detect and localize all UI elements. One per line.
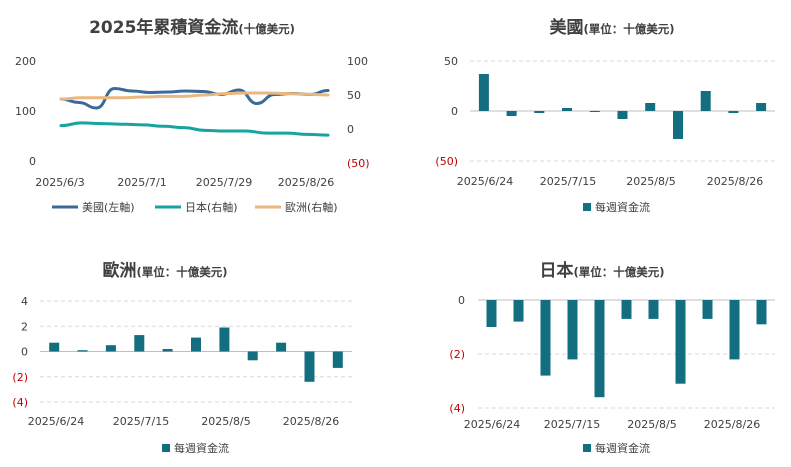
chart-title: 歐洲 xyxy=(102,260,136,281)
x-tick-label: 2025/8/26 xyxy=(278,176,334,189)
bar xyxy=(77,350,88,352)
bar xyxy=(486,300,497,327)
y-tick-label: (50) xyxy=(435,155,458,168)
chart-subtitle: (十億美元) xyxy=(238,22,295,36)
bar xyxy=(700,91,711,111)
svg-text:2025年累積資金流(十億美元): 2025年累積資金流(十億美元) xyxy=(89,17,295,38)
bar xyxy=(332,351,343,368)
chart-title: 2025年累積資金流 xyxy=(89,17,238,38)
y-tick-label: (4) xyxy=(449,402,465,415)
legend-label: 每週資金流 xyxy=(595,200,650,214)
x-tick-label: 2025/8/26 xyxy=(707,175,763,188)
chart-subtitle: (單位：十億美元) xyxy=(136,265,227,279)
bar xyxy=(567,300,578,360)
bar xyxy=(589,111,600,112)
x-tick-label: 2025/8/5 xyxy=(201,415,250,428)
x-tick-label: 2025/7/15 xyxy=(540,175,596,188)
x-tick-label: 2025/6/24 xyxy=(28,415,84,428)
y-tick-label: 50 xyxy=(444,55,458,68)
legend-label: 日本(右軸) xyxy=(185,200,238,214)
bar xyxy=(162,349,173,352)
legend-label: 美國(左軸) xyxy=(82,200,135,214)
series-line xyxy=(59,121,330,137)
bar xyxy=(562,108,572,111)
legend-label: 每週資金流 xyxy=(174,441,229,455)
x-tick-label: 2025/6/3 xyxy=(35,176,84,189)
bar xyxy=(756,300,767,325)
bar xyxy=(648,300,659,319)
y-tick-label: (4) xyxy=(12,396,28,409)
legend-label: 歐洲(右軸) xyxy=(285,200,338,214)
us-weekly-flow-chart: 美國(單位：十億美元) 50 0 (50) 2025/6/24 2025/7/15 202… xyxy=(435,17,775,214)
japan-weekly-flow-chart: 日本(單位：十億美元) 0 (2) (4) 2025/6/24 2025/7/15 202… xyxy=(449,260,775,455)
legend-swatch xyxy=(583,203,591,211)
y-left-tick-label: 200 xyxy=(15,55,36,68)
bar xyxy=(219,327,230,352)
x-tick-label: 2025/7/15 xyxy=(113,415,169,428)
svg-text:歐洲(單位：十億美元): 歐洲(單位：十億美元) xyxy=(102,260,227,281)
bar xyxy=(756,103,767,111)
x-tick-label: 2025/6/24 xyxy=(464,418,520,431)
y-tick-label: 0 xyxy=(458,294,465,307)
x-tick-label: 2025/7/1 xyxy=(117,176,166,189)
bar xyxy=(304,351,315,382)
bar xyxy=(191,337,201,352)
bar xyxy=(729,300,740,360)
y-tick-label: 2 xyxy=(21,320,28,333)
europe-weekly-flow-chart: 歐洲(單位：十億美元) 4 2 0 (2) (4)2025/6/24 2025/7/15 2… xyxy=(12,260,352,455)
y-tick-label: 0 xyxy=(451,105,458,118)
bar xyxy=(134,335,145,352)
bar xyxy=(594,300,605,398)
bar xyxy=(617,111,628,119)
bar xyxy=(49,342,60,352)
bar xyxy=(621,300,632,319)
y-left-tick-label: 100 xyxy=(15,105,36,118)
legend-label: 每週資金流 xyxy=(595,441,650,455)
svg-text:美國(單位：十億美元): 美國(單位：十億美元) xyxy=(549,17,674,38)
x-tick-label: 2025/6/24 xyxy=(457,175,513,188)
y-tick-label: 0 xyxy=(21,346,28,359)
bar xyxy=(513,300,524,322)
y-right-tick-label: 100 xyxy=(347,55,368,68)
bar xyxy=(540,300,551,376)
x-tick-label: 2025/7/15 xyxy=(544,418,600,431)
bar xyxy=(673,111,683,139)
bar xyxy=(675,300,686,384)
cumulative-flow-chart: 2025年累積資金流(十億美元) 200 100 0 100 50 0 (50) 2025/6… xyxy=(15,17,370,214)
svg-text:日本(單位：十億美元): 日本(單位：十億美元) xyxy=(539,260,664,281)
y-tick-label: 4 xyxy=(21,295,28,308)
chart-subtitle: (單位：十億美元) xyxy=(573,265,664,279)
bar xyxy=(728,111,739,113)
bar xyxy=(247,351,258,361)
bar xyxy=(276,342,287,352)
bar xyxy=(702,300,713,319)
chart-title: 美國 xyxy=(549,17,583,38)
bar xyxy=(105,345,116,352)
legend-swatch xyxy=(583,444,591,452)
bar xyxy=(534,111,545,113)
y-right-tick-label: 50 xyxy=(347,89,361,102)
y-tick-label: (2) xyxy=(12,371,28,384)
x-tick-label: 2025/8/26 xyxy=(704,418,760,431)
y-left-tick-label: 0 xyxy=(29,155,36,168)
y-right-tick-label: (50) xyxy=(347,157,370,170)
chart-title: 日本 xyxy=(539,260,573,281)
x-tick-label: 2025/8/5 xyxy=(626,175,675,188)
series-line xyxy=(59,91,330,101)
y-tick-label: (2) xyxy=(449,348,465,361)
x-tick-label: 2025/7/29 xyxy=(196,176,252,189)
bar xyxy=(478,74,489,111)
bar xyxy=(506,111,517,116)
legend-swatch xyxy=(162,444,170,452)
y-right-tick-label: 0 xyxy=(347,123,354,136)
x-tick-label: 2025/8/26 xyxy=(283,415,339,428)
chart-subtitle: (單位：十億美元) xyxy=(583,22,674,36)
bar xyxy=(645,103,656,111)
x-tick-label: 2025/8/5 xyxy=(627,418,676,431)
